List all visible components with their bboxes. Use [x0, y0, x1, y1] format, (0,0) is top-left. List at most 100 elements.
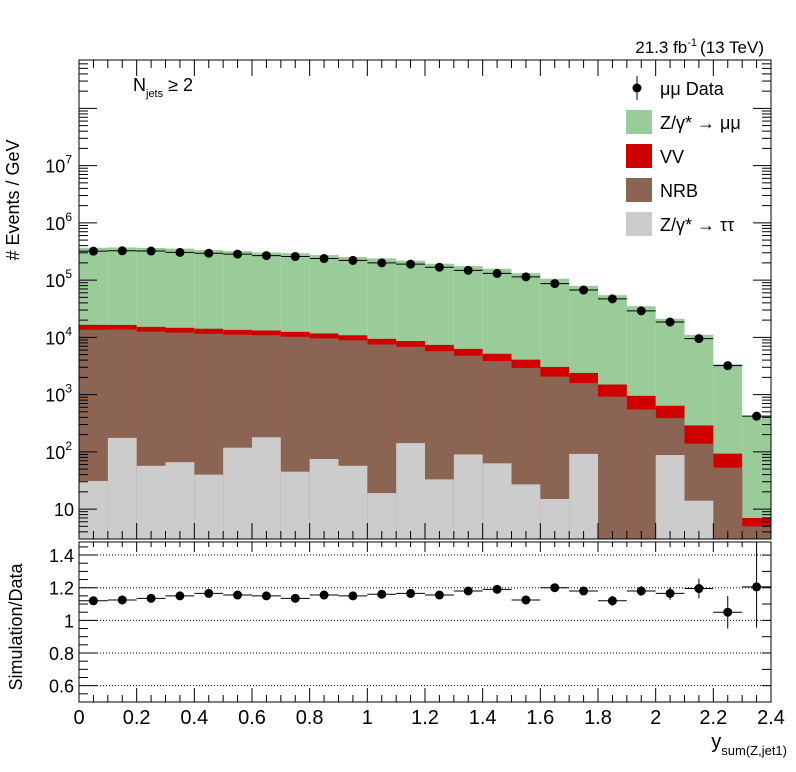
ratio-point-1 [117, 595, 127, 605]
bar-1-19 [626, 409, 656, 539]
ratio-tick-label: 0.8 [49, 644, 74, 664]
y-axis-title: # Events / GeV [3, 139, 23, 260]
y-tick-label: 105 [45, 267, 72, 291]
x-tick-label: 0.6 [238, 707, 266, 729]
bar-0-13 [453, 454, 483, 539]
x-tick-label: 1 [362, 707, 373, 729]
ratio-point-22 [723, 607, 733, 617]
ratio-point-14 [492, 584, 502, 594]
data-point-13 [463, 265, 473, 275]
ratio-grid [79, 554, 771, 687]
bar-0-6 [252, 437, 281, 539]
data-point-4 [204, 248, 214, 258]
ratio-point-9 [348, 591, 358, 601]
legend-label: VV [660, 147, 684, 167]
data-point-22 [723, 361, 733, 371]
bar-0-3 [165, 462, 195, 539]
ratio-tick-label: 1.2 [49, 579, 74, 599]
ratio-point-12 [434, 590, 444, 600]
data-point-21 [694, 334, 704, 344]
data-point-3 [175, 247, 185, 257]
data-point-2 [146, 246, 156, 256]
ratio-tick-label: 1.4 [49, 546, 74, 566]
data-point-9 [348, 255, 358, 265]
bar-0-0 [79, 480, 108, 539]
data-point-0 [88, 246, 98, 256]
ratio-point-8 [319, 590, 329, 600]
data-point-19 [636, 306, 646, 316]
x-tick-label: 2.2 [699, 707, 727, 729]
ratio-y-axis-title: Simulation/Data [6, 562, 26, 690]
x-tick-label: 0.2 [123, 707, 151, 729]
y-tick-label: 107 [45, 153, 72, 177]
lumi-exponent: -1 [687, 37, 697, 49]
bar-0-8 [309, 458, 339, 539]
ratio-point-23 [752, 582, 762, 592]
bar-0-9 [338, 465, 368, 539]
x-tick-label: 0.8 [296, 707, 324, 729]
x-axis-title: ysum(Z,jet1) [711, 731, 787, 758]
x-tick-label: 1.8 [584, 707, 612, 729]
data-point-20 [665, 317, 675, 327]
ratio-point-11 [406, 588, 416, 598]
y-axis-ticks: 10 102 103 104 105 106 107 [45, 59, 771, 540]
x-tick-label: 2.4 [757, 707, 785, 729]
data-point-11 [406, 259, 416, 269]
ratio-y-axis-ticks: 0.6 0.8 1 1.2 1.4 [49, 546, 771, 703]
data-point-14 [492, 268, 502, 278]
njets-annotation: Njets ≥ 2 [133, 75, 193, 100]
data-point-12 [434, 262, 444, 272]
ratio-point-2 [146, 593, 156, 603]
bar-0-15 [511, 484, 541, 539]
x-tick-label: 1.6 [526, 707, 554, 729]
bar-1-22 [713, 467, 743, 539]
x-tick-label: 1.2 [411, 707, 439, 729]
data-point-10 [377, 258, 387, 268]
data-point-5 [233, 249, 243, 259]
ratio-point-21 [694, 584, 704, 594]
legend-label: μμ Data [660, 79, 725, 99]
ratio-points [79, 546, 771, 629]
x-axis-ticks-top [78, 60, 772, 539]
legend-swatch [626, 178, 652, 202]
legend-swatch [626, 144, 652, 168]
x-tick-label: 0 [73, 707, 84, 729]
legend-label: Z/γ* → μμ [660, 113, 741, 133]
bar-0-1 [107, 437, 137, 539]
bar-0-2 [136, 465, 166, 539]
legend-marker [632, 83, 642, 93]
ratio-point-15 [521, 595, 531, 605]
ratio-point-5 [233, 590, 243, 600]
data-point-18 [607, 294, 617, 304]
ratio-point-20 [665, 588, 675, 598]
y-tick-label: 103 [45, 382, 72, 406]
bar-0-4 [194, 474, 224, 539]
luminosity-label: 21.3 fb-1 (13 TeV) [635, 37, 764, 57]
y-tick-label: 102 [45, 439, 72, 463]
ratio-point-7 [290, 593, 300, 603]
x-tick-label: 1.4 [469, 707, 497, 729]
ratio-point-16 [550, 583, 560, 593]
legend: μμ Data Z/γ* → μμ VV NRB Z/γ* → ττ [626, 76, 741, 236]
ratio-point-17 [579, 586, 589, 596]
x-tick-label: 2 [650, 707, 661, 729]
stack-bars [79, 247, 771, 540]
data-point-6 [261, 251, 271, 261]
legend-label: NRB [660, 181, 698, 201]
ratio-point-13 [463, 586, 473, 596]
ratio-point-4 [204, 588, 214, 598]
legend-label: Z/γ* → ττ [660, 215, 734, 235]
bar-1-18 [598, 396, 627, 539]
data-point-16 [550, 279, 560, 289]
ratio-tick-label: 1 [64, 611, 74, 631]
bar-0-14 [482, 463, 512, 539]
x-axis-ticks: 0 0.2 0.4 0.6 0.8 1 1.2 1.4 1.6 1.8 2 2.2 2.4 [73, 542, 785, 729]
bar-0-5 [223, 447, 252, 539]
legend-swatch [626, 212, 652, 236]
data-point-8 [319, 254, 329, 264]
lumi-energy: (13 TeV) [700, 38, 764, 57]
data-point-7 [290, 252, 300, 262]
lumi-value: 21.3 fb [635, 38, 687, 57]
legend-swatch [626, 110, 652, 134]
